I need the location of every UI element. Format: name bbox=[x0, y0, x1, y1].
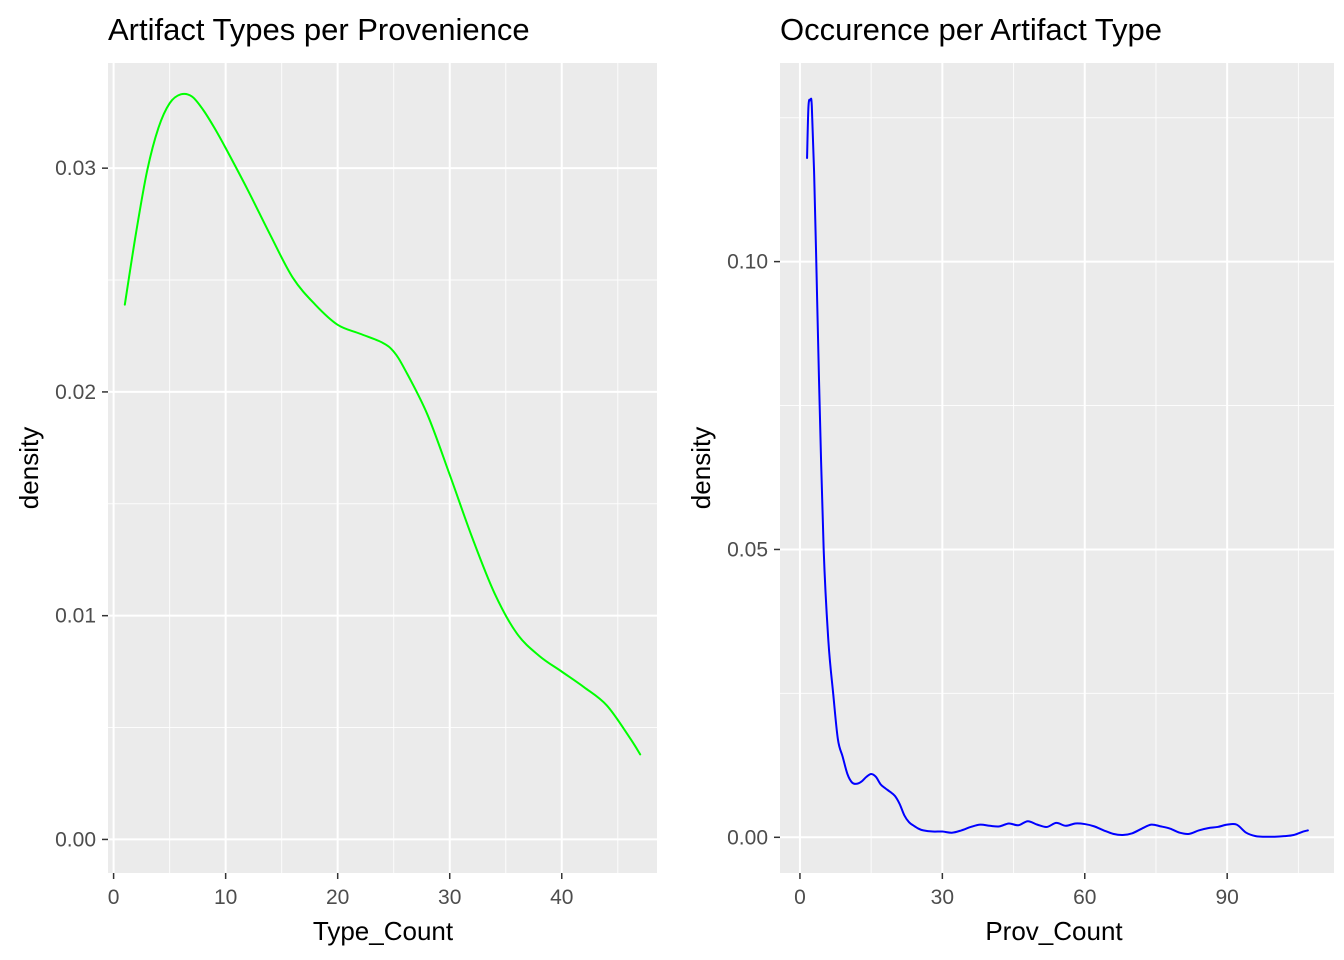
y-axis-ticks: 0.00 0.01 0.02 0.03 bbox=[55, 157, 108, 851]
density-line-blue bbox=[806, 97, 1309, 838]
y-tick-label: 0.05 bbox=[727, 538, 768, 561]
x-axis-ticks: 0 30 60 90 bbox=[794, 873, 1239, 909]
y-tick-label: 0.00 bbox=[727, 826, 768, 849]
x-tick-label: 30 bbox=[438, 886, 461, 909]
y-tick-label: 0.02 bbox=[55, 381, 96, 404]
x-tick-label: 0 bbox=[108, 886, 120, 909]
chart-title: Occurence per Artifact Type bbox=[780, 12, 1162, 47]
gridlines bbox=[780, 63, 1334, 873]
density-line-green bbox=[123, 92, 642, 756]
x-axis-title: Type_Count bbox=[313, 916, 454, 946]
gridlines bbox=[108, 63, 657, 873]
density-chart-type-count: Artifact Types per Provenience 0.000.010… bbox=[14, 12, 657, 946]
x-tick-label: 30 bbox=[931, 886, 954, 909]
y-tick-label: 0.03 bbox=[55, 157, 96, 180]
x-tick-label: 40 bbox=[550, 886, 573, 909]
y-tick-label: 0.00 bbox=[55, 828, 96, 851]
x-axis-title: Prov_Count bbox=[985, 916, 1123, 946]
x-tick-label: 20 bbox=[326, 886, 349, 909]
x-tick-label: 0 bbox=[794, 886, 806, 909]
x-tick-label: 60 bbox=[1073, 886, 1096, 909]
y-tick-label: 0.01 bbox=[55, 605, 96, 628]
plot-panel bbox=[108, 63, 657, 873]
y-axis-title: density bbox=[14, 427, 44, 509]
x-axis-ticks: 0 10 20 30 40 bbox=[108, 873, 573, 909]
y-axis-ticks: 0.00 0.05 0.10 bbox=[727, 251, 780, 849]
y-tick-label: 0.10 bbox=[727, 251, 768, 274]
chart-title: Artifact Types per Provenience bbox=[108, 12, 530, 47]
x-tick-label: 10 bbox=[214, 886, 237, 909]
density-chart-prov-count: Occurence per Artifact Type 0.00 0.05 0.10… bbox=[686, 12, 1334, 946]
x-tick-label: 90 bbox=[1216, 886, 1239, 909]
y-axis-title: density bbox=[686, 427, 716, 509]
plot-panel bbox=[780, 63, 1334, 873]
